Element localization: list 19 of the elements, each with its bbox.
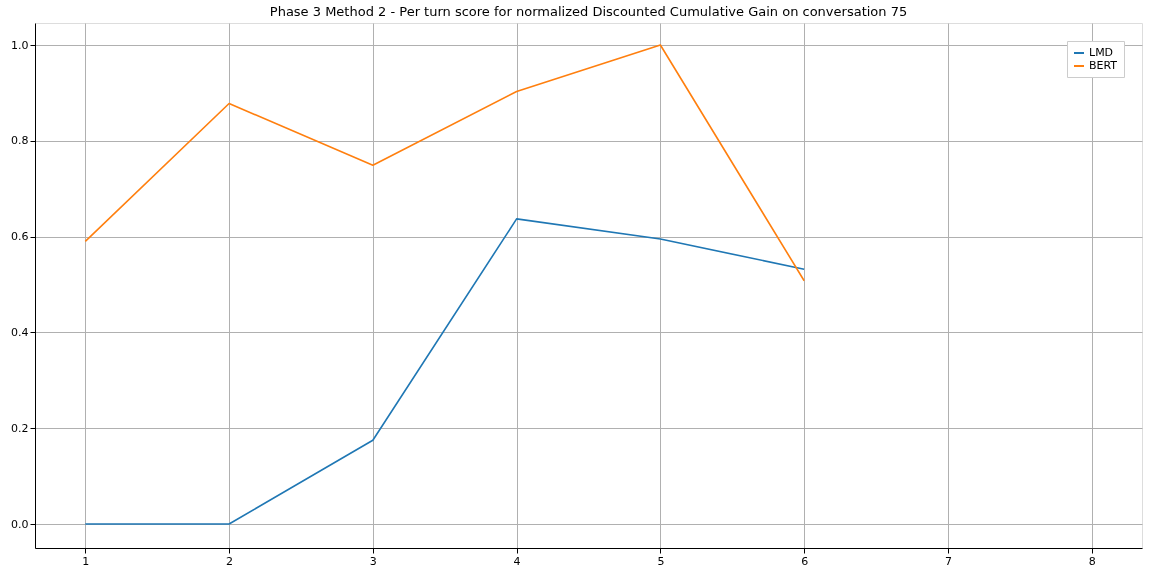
x-tick-label: 6 (801, 554, 809, 568)
x-tick-label: 3 (369, 554, 377, 568)
line-series (84, 218, 805, 525)
x-tick-label: 2 (226, 554, 234, 568)
x-tick-label: 8 (1088, 554, 1096, 568)
x-tick-label: 4 (513, 554, 521, 568)
legend-label: LMD (1089, 46, 1114, 59)
x-tick-label: 1 (82, 554, 90, 568)
x-tick-label: 7 (944, 554, 952, 568)
x-tick-label: 5 (657, 554, 665, 568)
legend-label: BERT (1089, 59, 1118, 72)
y-tick-label: 0.6 (11, 230, 29, 244)
y-tick-label: 0.8 (11, 134, 29, 148)
y-tick-label: 0.4 (11, 325, 29, 339)
chart-title: Phase 3 Method 2 - Per turn score for normalized Discounted Cumulative Gain on conversation 75 (269, 4, 908, 19)
line-series (84, 44, 805, 282)
y-tick-label: 0.2 (11, 421, 29, 435)
y-tick-label: 0.0 (11, 517, 29, 531)
y-tick-label: 1.0 (11, 38, 29, 52)
